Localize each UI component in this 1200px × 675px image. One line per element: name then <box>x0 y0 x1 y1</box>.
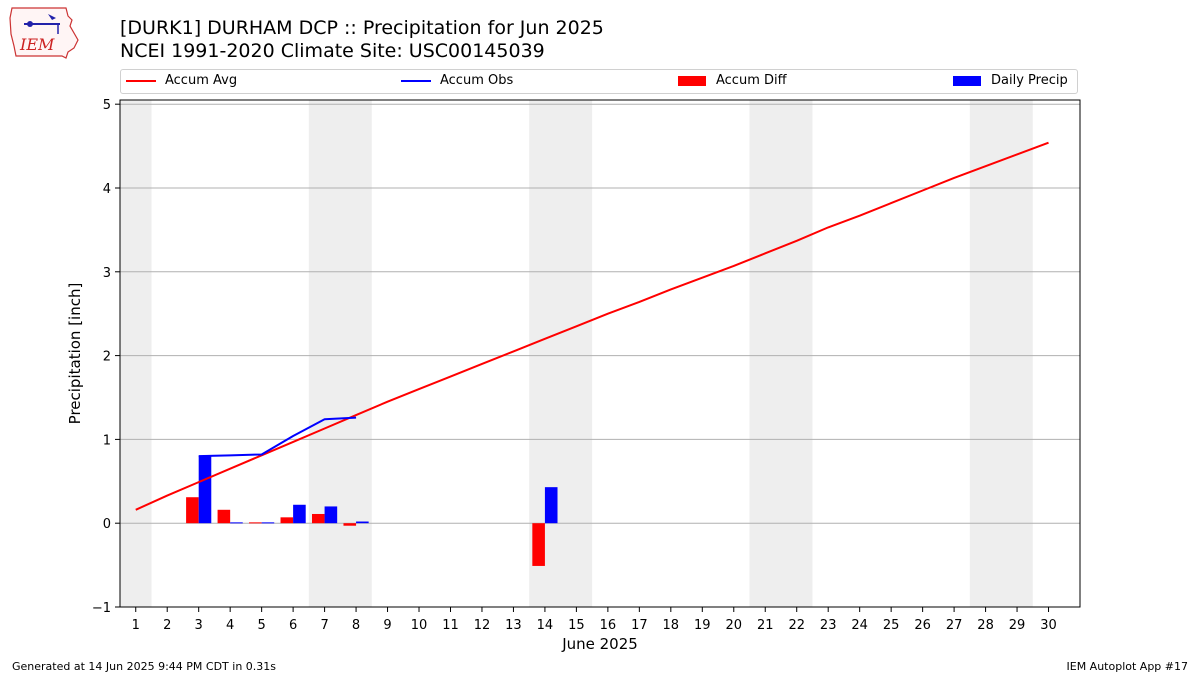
x-tick-label-30: 30 <box>1040 618 1057 633</box>
x-tick-label-4: 4 <box>226 618 234 633</box>
accum-diff-bar-14 <box>532 523 545 566</box>
x-tick-label-9: 9 <box>383 618 391 633</box>
x-tick-label-24: 24 <box>851 618 868 633</box>
legend-item-accum-diff: Accum Diff <box>678 73 787 88</box>
accum-diff-bar-5 <box>249 522 262 524</box>
x-tick-label-18: 18 <box>663 618 680 633</box>
daily-precip-bar-6 <box>293 504 306 524</box>
x-tick-label-1: 1 <box>132 618 140 633</box>
footer-app: IEM Autoplot App #17 <box>1066 660 1189 673</box>
y-tick-label-2: 1 <box>103 433 111 448</box>
x-tick-label-17: 17 <box>631 618 648 633</box>
x-tick-label-13: 13 <box>505 618 522 633</box>
weekend-band-1 <box>308 100 372 607</box>
weekend-band-0 <box>120 100 152 607</box>
daily-precip-bar-5 <box>261 522 275 524</box>
x-tick-label-20: 20 <box>725 618 742 633</box>
legend-item-accum-avg: Accum Avg <box>126 73 237 88</box>
x-tick-label-27: 27 <box>946 618 963 633</box>
legend-item-daily-precip: Daily Precip <box>953 73 1068 88</box>
weekend-band-3 <box>749 100 813 607</box>
x-tick-label-23: 23 <box>820 618 837 633</box>
y-axis-label: Precipitation [inch] <box>66 283 84 425</box>
x-tick-label-6: 6 <box>289 618 297 633</box>
daily-precip-bar-7 <box>324 506 338 524</box>
legend-swatch-daily-precip <box>953 75 981 86</box>
y-tick-label-4: 3 <box>103 266 111 281</box>
accum-diff-bar-4 <box>217 509 231 524</box>
x-tick-label-8: 8 <box>352 618 360 633</box>
legend-label-accum-diff: Accum Diff <box>716 73 787 88</box>
chart-subtitle: NCEI 1991-2020 Climate Site: USC00145039 <box>120 40 545 62</box>
footer-generated: Generated at 14 Jun 2025 9:44 PM CDT in … <box>12 660 277 673</box>
iem-logo: IEM <box>9 7 79 59</box>
x-tick-label-26: 26 <box>914 618 931 633</box>
legend-label-accum-obs: Accum Obs <box>440 73 514 88</box>
x-tick-label-10: 10 <box>411 618 428 633</box>
x-tick-label-19: 19 <box>694 618 711 633</box>
y-tick-label-5: 4 <box>103 182 111 197</box>
daily-precip-bar-3 <box>198 456 212 524</box>
x-tick-label-25: 25 <box>883 618 900 633</box>
y-tick-label-6: 5 <box>103 98 111 113</box>
y-tick-label-0: −1 <box>92 601 111 616</box>
accum-diff-bar-6 <box>280 517 294 524</box>
chart-title: [DURK1] DURHAM DCP :: Precipitation for … <box>120 17 604 39</box>
x-tick-label-21: 21 <box>757 618 774 633</box>
x-tick-label-11: 11 <box>442 618 459 633</box>
daily-precip-bar-4 <box>230 522 243 524</box>
x-tick-label-15: 15 <box>568 618 585 633</box>
accum-diff-bar-3 <box>186 497 199 524</box>
legend-label-accum-avg: Accum Avg <box>165 73 238 88</box>
daily-precip-bar-14 <box>544 487 558 524</box>
x-tick-label-14: 14 <box>537 618 554 633</box>
x-tick-label-2: 2 <box>163 618 171 633</box>
legend: Accum Avg Accum Obs Accum Diff Daily Pre… <box>120 69 1078 94</box>
plot-frame <box>119 99 1081 608</box>
accum-obs-line <box>198 416 357 458</box>
x-tick-label-12: 12 <box>474 618 491 633</box>
x-tick-label-29: 29 <box>1009 618 1026 633</box>
daily-precip-bar-8 <box>356 521 369 524</box>
accum-diff-bar-7 <box>312 513 325 524</box>
accum-diff-bar-8 <box>343 523 357 526</box>
legend-item-accum-obs: Accum Obs <box>401 73 513 88</box>
x-tick-label-28: 28 <box>977 618 994 633</box>
x-tick-label-3: 3 <box>195 618 203 633</box>
weekend-band-2 <box>529 100 593 607</box>
x-axis-label: June 2025 <box>561 635 638 653</box>
x-tick-label-22: 22 <box>788 618 805 633</box>
accum-avg-line <box>135 141 1049 511</box>
x-tick-label-7: 7 <box>320 618 328 633</box>
logo-text: IEM <box>19 35 55 54</box>
y-tick-label-3: 2 <box>103 350 111 365</box>
y-tick-label-1: 0 <box>103 517 111 532</box>
weekend-band-4 <box>969 100 1033 607</box>
legend-swatch-accum-obs <box>401 79 431 82</box>
legend-swatch-accum-diff <box>678 75 706 86</box>
x-tick-label-16: 16 <box>600 618 617 633</box>
legend-swatch-accum-avg <box>126 79 156 82</box>
legend-label-daily-precip: Daily Precip <box>991 73 1068 88</box>
x-tick-label-5: 5 <box>257 618 265 633</box>
